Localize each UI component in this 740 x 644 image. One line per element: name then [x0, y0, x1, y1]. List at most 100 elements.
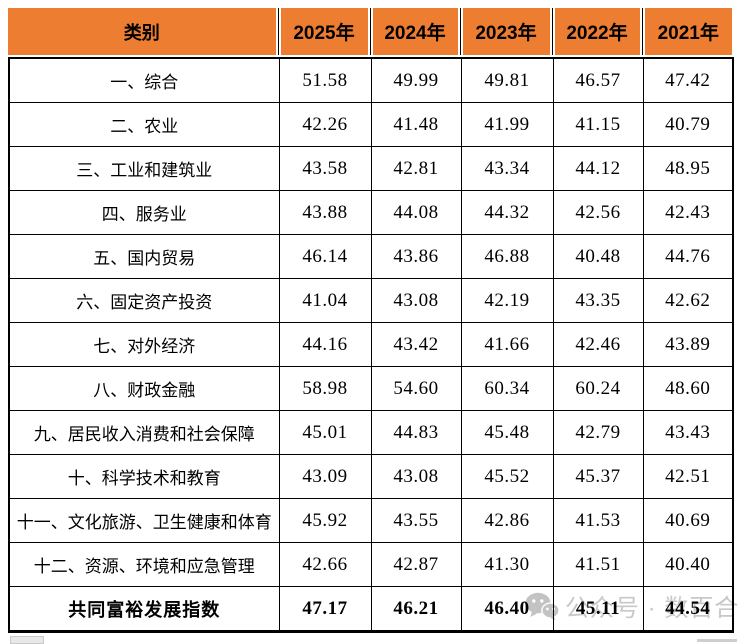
table-row: 一、综合 51.58 49.99 49.81 46.57 47.42	[8, 57, 734, 103]
header-divider	[457, 8, 463, 55]
total-row: 共同富裕发展指数 47.17 46.21 46.40 45.11 44.54	[8, 586, 734, 632]
value-cell: 42.46	[552, 322, 644, 367]
value-cell: 45.48	[460, 410, 554, 455]
table-row: 七、对外经济 44.16 43.42 41.66 42.46 43.89	[8, 322, 734, 367]
value-cell: 42.62	[642, 278, 734, 323]
header-year: 2023年	[462, 8, 550, 55]
value-cell: 42.19	[460, 278, 554, 323]
category-cell: 六、固定资产投资	[8, 278, 280, 323]
value-cell: 58.98	[278, 366, 372, 411]
value-cell: 42.56	[552, 190, 644, 235]
value-cell: 46.88	[460, 234, 554, 279]
value-cell: 41.15	[552, 102, 644, 147]
value-cell: 43.88	[278, 190, 372, 235]
value-cell: 43.35	[552, 278, 644, 323]
value-cell: 48.95	[642, 146, 734, 191]
value-cell: 44.16	[278, 322, 372, 367]
category-cell: 九、居民收入消费和社会保障	[8, 410, 280, 455]
value-cell: 45.01	[278, 410, 372, 455]
value-cell: 44.76	[642, 234, 734, 279]
bottom-right-artifact	[697, 639, 737, 642]
category-cell: 共同富裕发展指数	[8, 586, 280, 632]
header-divider	[639, 8, 645, 55]
category-cell: 四、服务业	[8, 190, 280, 235]
value-cell: 46.21	[370, 586, 462, 632]
header-year: 2024年	[372, 8, 458, 55]
category-cell: 三、工业和建筑业	[8, 146, 280, 191]
value-cell: 51.58	[278, 57, 372, 103]
header-year: 2022年	[554, 8, 640, 55]
value-cell: 44.83	[370, 410, 462, 455]
table-row: 十二、资源、环境和应急管理 42.66 42.87 41.30 41.51 40.40	[8, 542, 734, 587]
value-cell: 41.53	[552, 498, 644, 543]
value-cell: 42.26	[278, 102, 372, 147]
value-cell: 40.79	[642, 102, 734, 147]
table-header: 类别 2025年 2024年 2023年 2022年 2021年	[8, 8, 732, 55]
table-row: 五、国内贸易 46.14 43.86 46.88 40.48 44.76	[8, 234, 734, 279]
value-cell: 43.89	[642, 322, 734, 367]
value-cell: 44.08	[370, 190, 462, 235]
value-cell: 43.08	[370, 454, 462, 499]
table-row: 六、固定资产投资 41.04 43.08 42.19 43.35 42.62	[8, 278, 734, 323]
value-cell: 60.24	[552, 366, 644, 411]
value-cell: 46.14	[278, 234, 372, 279]
category-cell: 五、国内贸易	[8, 234, 280, 279]
value-cell: 41.04	[278, 278, 372, 323]
index-table: 一、综合 51.58 49.99 49.81 46.57 47.42 二、农业 42.26 41…	[8, 57, 734, 633]
value-cell: 43.09	[278, 454, 372, 499]
value-cell: 41.48	[370, 102, 462, 147]
value-cell: 43.34	[460, 146, 554, 191]
category-cell: 二、农业	[8, 102, 280, 147]
value-cell: 40.48	[552, 234, 644, 279]
value-cell: 44.12	[552, 146, 644, 191]
index-table-wrap: 类别 2025年 2024年 2023年 2022年 2021年 一、综合 51.58 49.…	[8, 8, 734, 633]
value-cell: 43.42	[370, 322, 462, 367]
value-cell: 42.66	[278, 542, 372, 587]
category-cell: 七、对外经济	[8, 322, 280, 367]
category-cell: 十一、文化旅游、卫生健康和体育	[8, 498, 280, 543]
category-cell: 十、科学技术和教育	[8, 454, 280, 499]
value-cell: 40.69	[642, 498, 734, 543]
value-cell: 41.51	[552, 542, 644, 587]
value-cell: 42.43	[642, 190, 734, 235]
value-cell: 41.30	[460, 542, 554, 587]
value-cell: 48.60	[642, 366, 734, 411]
table-row: 四、服务业 43.88 44.08 44.32 42.56 42.43	[8, 190, 734, 235]
value-cell: 43.08	[370, 278, 462, 323]
value-cell: 43.55	[370, 498, 462, 543]
value-cell: 45.52	[460, 454, 554, 499]
table-row: 九、居民收入消费和社会保障 45.01 44.83 45.48 42.79 43.43	[8, 410, 734, 455]
value-cell: 42.81	[370, 146, 462, 191]
value-cell: 43.58	[278, 146, 372, 191]
value-cell: 47.42	[642, 57, 734, 103]
table-row: 十一、文化旅游、卫生健康和体育 45.92 43.55 42.86 41.53 40.69	[8, 498, 734, 543]
value-cell: 42.86	[460, 498, 554, 543]
value-cell: 42.51	[642, 454, 734, 499]
table-row: 二、农业 42.26 41.48 41.99 41.15 40.79	[8, 102, 734, 147]
header-divider	[549, 8, 555, 55]
value-cell: 41.99	[460, 102, 554, 147]
header-category: 类别	[8, 8, 276, 55]
value-cell: 40.40	[642, 542, 734, 587]
header-year: 2021年	[644, 8, 732, 55]
value-cell: 49.81	[460, 57, 554, 103]
table-row: 十、科学技术和教育 43.09 43.08 45.52 45.37 42.51	[8, 454, 734, 499]
category-cell: 一、综合	[8, 57, 280, 103]
value-cell: 42.87	[370, 542, 462, 587]
value-cell: 60.34	[460, 366, 554, 411]
header-divider	[367, 8, 373, 55]
header-year: 2025年	[280, 8, 368, 55]
value-cell: 42.79	[552, 410, 644, 455]
value-cell: 46.40	[460, 586, 554, 632]
category-cell: 十二、资源、环境和应急管理	[8, 542, 280, 587]
value-cell: 49.99	[370, 57, 462, 103]
value-cell: 45.92	[278, 498, 372, 543]
table-row: 八、财政金融 58.98 54.60 60.34 60.24 48.60	[8, 366, 734, 411]
value-cell: 41.66	[460, 322, 554, 367]
value-cell: 43.86	[370, 234, 462, 279]
header-divider	[275, 8, 281, 55]
value-cell: 54.60	[370, 366, 462, 411]
category-cell: 八、财政金融	[8, 366, 280, 411]
table-row: 三、工业和建筑业 43.58 42.81 43.34 44.12 48.95	[8, 146, 734, 191]
